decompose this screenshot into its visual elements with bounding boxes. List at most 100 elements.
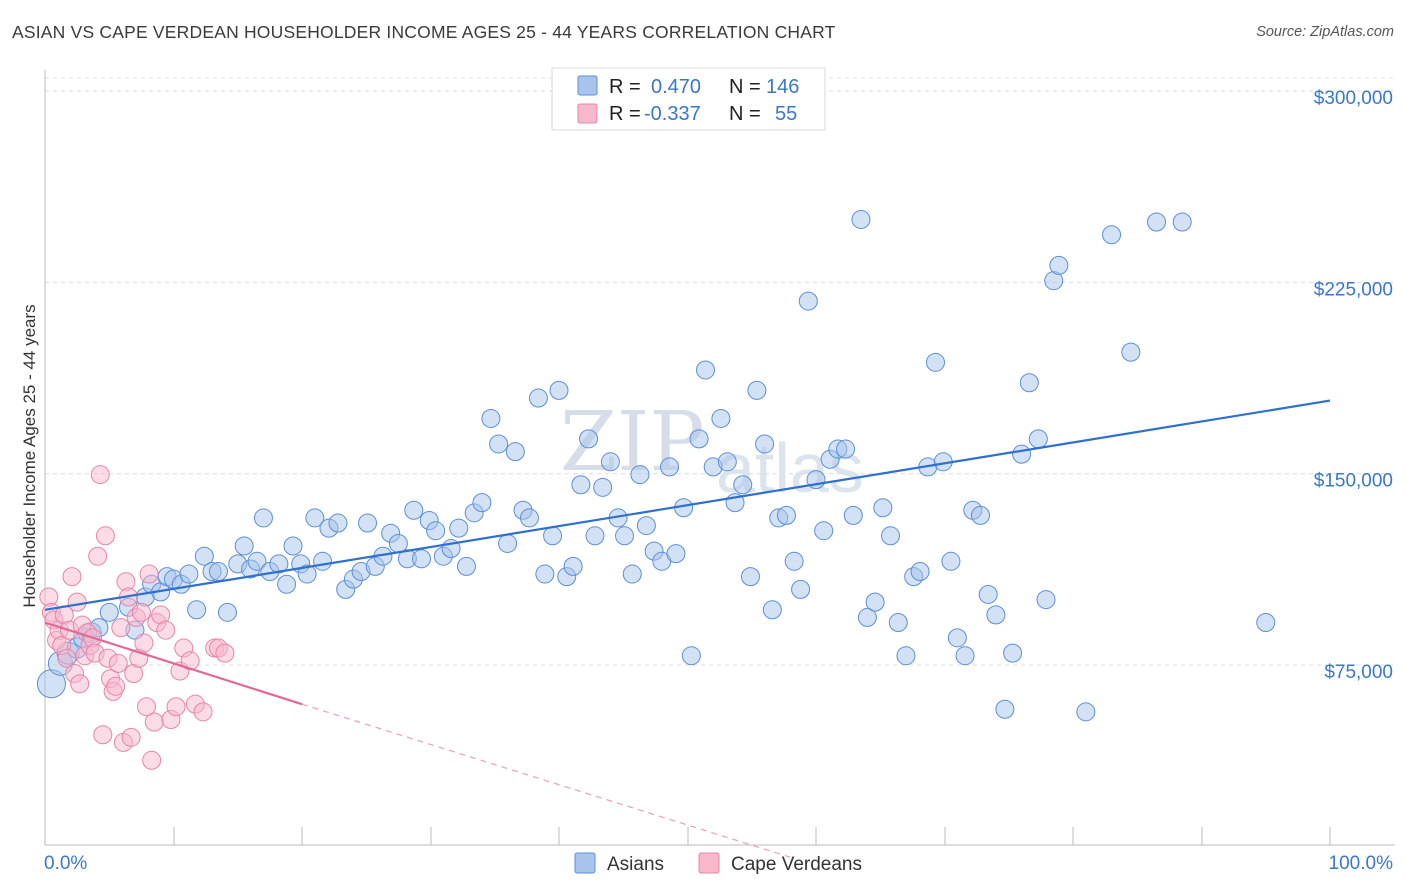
x-tick-label-end: 100.0% <box>1329 853 1394 874</box>
data-point <box>217 602 237 622</box>
data-point <box>208 562 228 582</box>
data-point <box>166 697 186 717</box>
data-point <box>305 508 325 528</box>
data-point <box>108 653 128 673</box>
data-point <box>947 628 967 648</box>
data-point <box>549 380 569 400</box>
data-point <box>857 607 877 627</box>
trend-lines <box>44 399 1331 858</box>
data-point <box>481 408 501 428</box>
data-point <box>88 546 108 566</box>
data-point <box>106 676 126 696</box>
data-point <box>733 475 753 495</box>
data-point <box>681 646 701 666</box>
data-point <box>95 526 115 546</box>
trend-line-asians <box>44 399 1331 611</box>
data-point <box>955 646 975 666</box>
data-point <box>910 562 930 582</box>
data-point <box>1076 702 1096 722</box>
bottom-legend-swatch-asians <box>574 852 596 874</box>
data-point <box>740 567 760 587</box>
data-point <box>600 452 620 472</box>
y-tick-label: $225,000 <box>1314 279 1393 300</box>
data-point <box>253 508 273 528</box>
data-point <box>187 600 207 620</box>
data-point <box>535 564 555 584</box>
legend-r-value-asians: 0.470 <box>651 76 701 98</box>
data-point <box>995 699 1015 719</box>
axes <box>44 70 1395 846</box>
data-point <box>888 613 908 633</box>
series-cape-verdeans <box>39 465 235 770</box>
data-point <box>134 633 154 653</box>
data-point <box>121 727 141 747</box>
legend-swatch-asians <box>577 75 598 96</box>
y-axis-title: Householder Income Ages 25 - 44 years <box>20 304 39 607</box>
data-point <box>1256 613 1276 633</box>
legend-box: R = 0.470 N = 146 R = -0.337 N = 55 <box>551 67 826 131</box>
legend-r-label-cape-verdeans: R = <box>609 103 641 125</box>
data-point <box>404 500 424 520</box>
data-point <box>247 551 267 571</box>
data-point <box>139 564 159 584</box>
data-point <box>776 505 796 525</box>
legend-r-label-asians: R = <box>609 76 641 98</box>
data-point <box>755 434 775 454</box>
legend-n-value-cape-verdeans: 55 <box>775 103 797 125</box>
data-point <box>519 508 539 528</box>
data-point <box>99 602 119 622</box>
data-point <box>896 646 916 666</box>
data-point <box>571 475 591 495</box>
data-point <box>1019 373 1039 393</box>
data-point <box>297 564 317 584</box>
data-point <box>62 567 82 587</box>
data-point <box>579 429 599 449</box>
data-point <box>426 521 446 541</box>
legend-n-label-asians: N = <box>729 76 761 98</box>
bottom-legend-label-cape-verdeans: Cape Verdeans <box>731 854 862 875</box>
data-point <box>593 477 613 497</box>
bottom-legend: Asians Cape Verdeans <box>574 852 862 875</box>
data-point <box>156 620 176 640</box>
data-point <box>1172 212 1192 232</box>
data-point <box>798 291 818 311</box>
data-point <box>851 209 871 229</box>
data-point <box>358 513 378 533</box>
data-point <box>313 551 333 571</box>
data-point <box>283 536 303 556</box>
data-point <box>1028 429 1048 449</box>
data-point <box>498 533 518 553</box>
data-point <box>926 352 946 372</box>
legend-swatch-cape-verdeans <box>577 103 598 124</box>
bottom-legend-swatch-cape-verdeans <box>698 852 720 874</box>
data-point <box>412 549 432 569</box>
data-point <box>70 674 90 694</box>
data-point <box>328 513 348 533</box>
legend-n-value-asians: 146 <box>766 76 799 98</box>
data-point <box>90 465 110 485</box>
data-point <box>137 697 157 717</box>
data-point <box>144 712 164 732</box>
data-point <box>67 592 87 612</box>
data-point <box>1102 225 1122 245</box>
chart-title: ASIAN VS CAPE VERDEAN HOUSEHOLDER INCOME… <box>12 22 836 42</box>
data-point <box>881 526 901 546</box>
data-point <box>791 579 811 599</box>
data-point <box>717 452 737 472</box>
data-point <box>1049 255 1069 275</box>
data-point <box>836 439 856 459</box>
data-point <box>873 498 893 518</box>
data-point <box>630 465 650 485</box>
data-point <box>941 551 961 571</box>
data-point <box>194 546 214 566</box>
legend-n-label-cape-verdeans: N = <box>729 103 761 125</box>
data-point <box>585 526 605 546</box>
data-point <box>1012 444 1032 464</box>
data-point <box>528 388 548 408</box>
data-point <box>747 380 767 400</box>
data-point <box>986 605 1006 625</box>
data-point <box>563 556 583 576</box>
data-point <box>505 442 525 462</box>
data-point <box>489 434 509 454</box>
